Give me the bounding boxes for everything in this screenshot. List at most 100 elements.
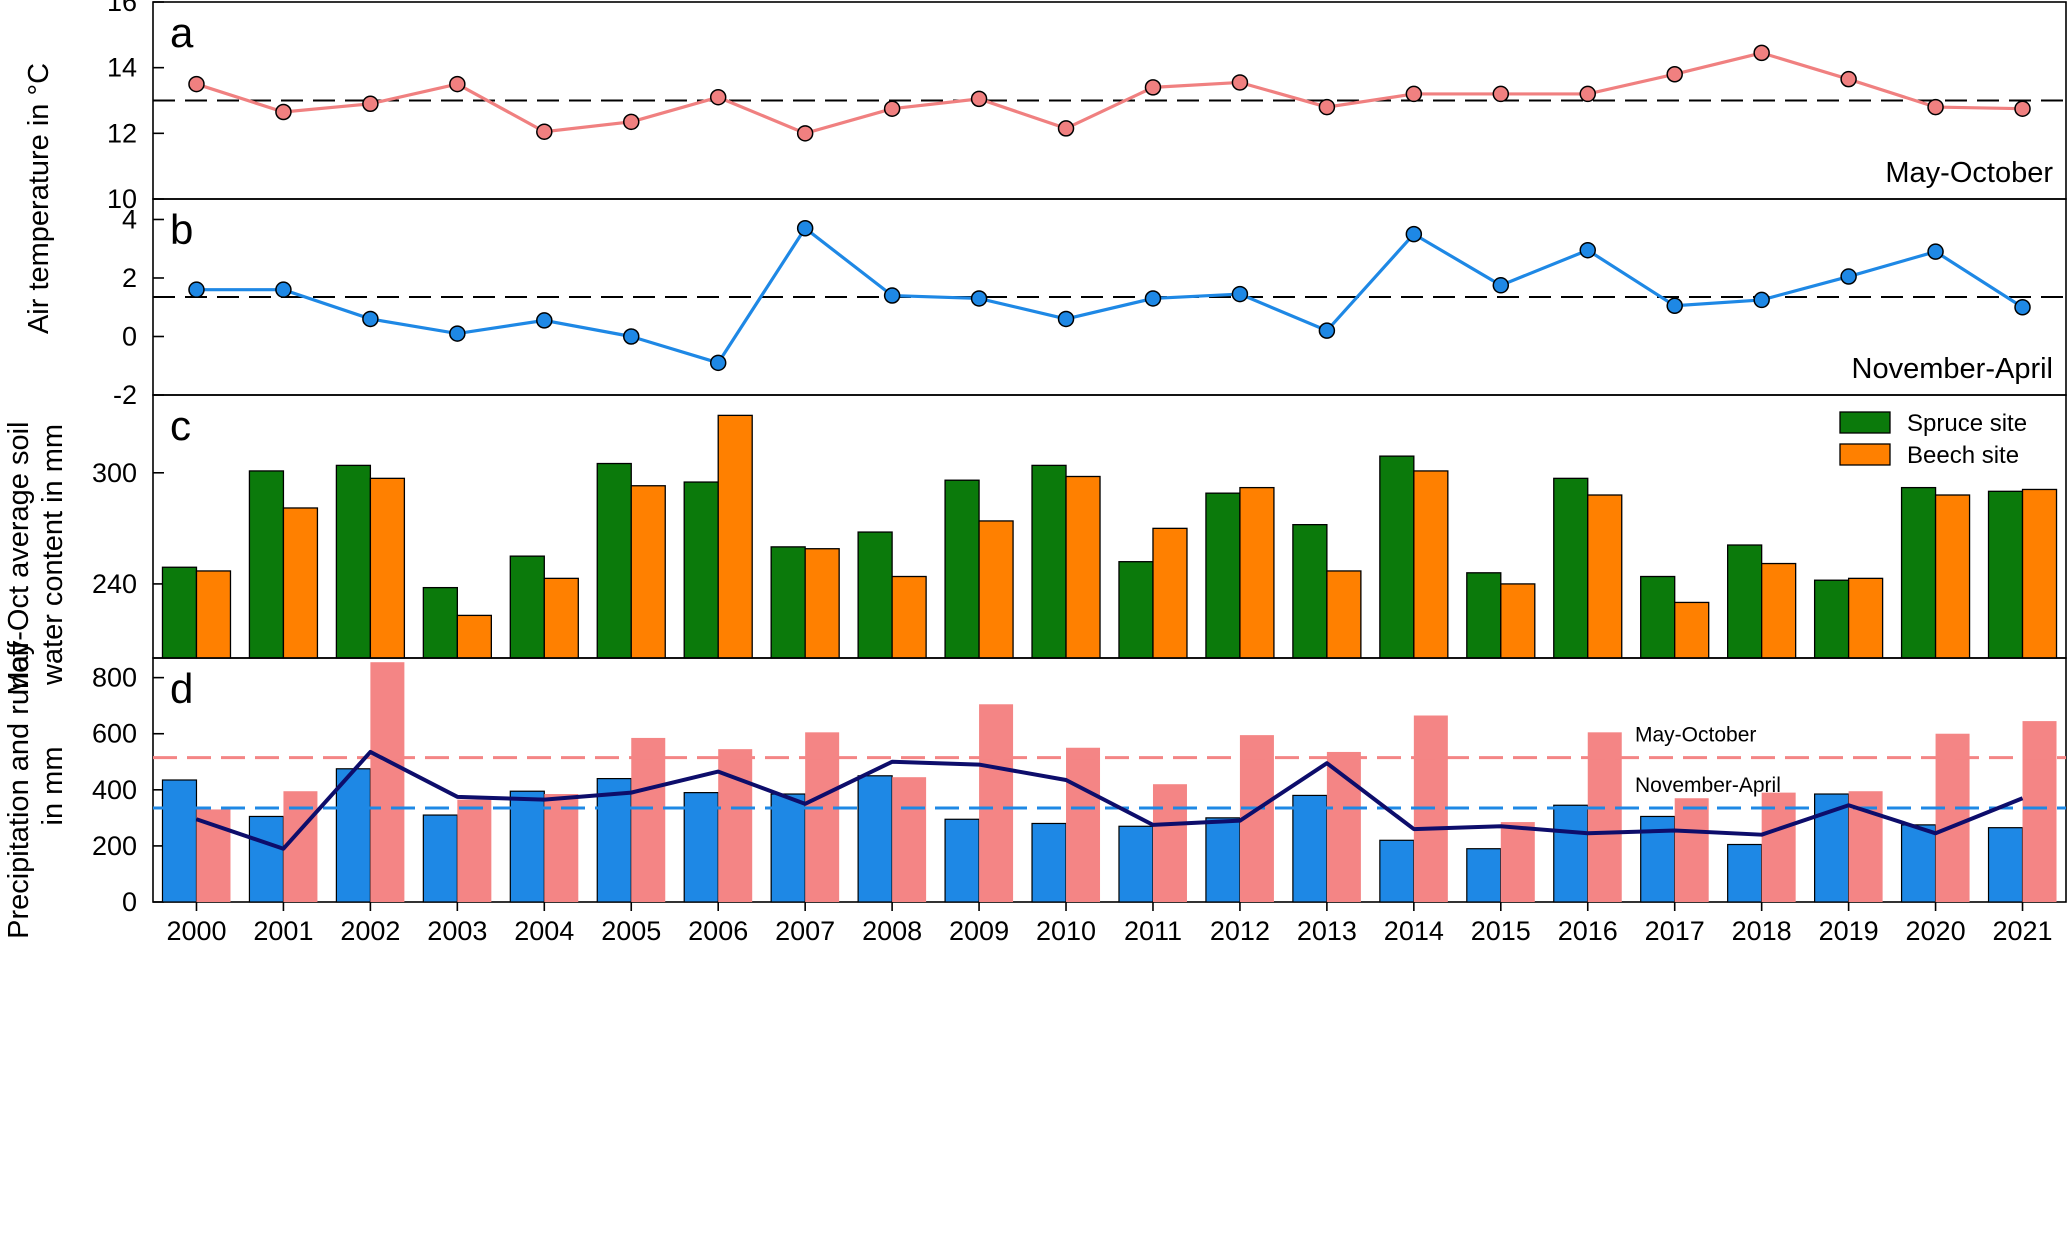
salmon-bar — [2022, 721, 2057, 902]
blue-bar — [770, 793, 806, 903]
y-tick-label: 2 — [122, 263, 137, 293]
x-tick-label: 2006 — [688, 916, 748, 946]
beech-bar — [717, 414, 753, 659]
temperature-point — [709, 88, 727, 106]
spruce-bar — [1640, 575, 1676, 659]
temperature-point — [623, 328, 640, 345]
beech-bar — [1500, 583, 1536, 659]
legend-label: Beech site — [1907, 442, 2019, 469]
temperature-series-line — [196, 225, 2024, 365]
blue-bar — [422, 814, 458, 903]
x-tick-label: 2020 — [1906, 916, 1966, 946]
season-label: May-October — [1885, 157, 2053, 189]
beech-bar — [369, 477, 406, 659]
x-tick-label: 2014 — [1384, 916, 1444, 946]
x-tick-label: 2011 — [1124, 916, 1182, 946]
season-label: November-April — [1852, 353, 2053, 385]
beech-bar — [1934, 494, 1971, 659]
y-tick-label: -2 — [113, 380, 137, 410]
blue-bar — [1205, 817, 1241, 903]
beech-bar — [891, 575, 927, 659]
panel-b-winter-temperature: -2 0 2 4 b November-April — [113, 198, 2067, 410]
temperature-point — [536, 312, 553, 329]
blue-bar — [335, 768, 371, 903]
x-axis-years: 2000 2001 2002 2003 2004 2005 2006 2007 2008 2009… — [166, 902, 2053, 946]
blue-bar — [1987, 827, 2024, 903]
legend-label: Spruce site — [1907, 410, 2027, 437]
blue-bar — [1292, 794, 1328, 903]
temperature-point — [1318, 98, 1336, 116]
y-axis-title-precipitation: Precipitation and runoff in mm — [3, 633, 69, 939]
beech-bar — [282, 507, 319, 659]
beech-bar — [2021, 488, 2058, 659]
panel-c-soil-water: 240 300 c Spruce site Beech site — [92, 394, 2067, 659]
temperature-point — [1492, 277, 1510, 294]
x-tick-label: 2021 — [1992, 916, 2052, 946]
spruce-bar — [1466, 572, 1502, 659]
panel-letter: a — [170, 9, 194, 56]
blue-bar — [161, 779, 198, 903]
temperature-point — [1144, 290, 1162, 307]
x-tick-label: 2000 — [166, 916, 226, 946]
y-tick-label: 14 — [107, 53, 137, 83]
temperature-point — [362, 95, 379, 113]
y-tick-label: 200 — [92, 831, 137, 861]
blue-bar — [1900, 824, 1937, 903]
blue-bar — [857, 775, 893, 903]
y-tick-label: 10 — [107, 184, 137, 214]
x-tick-label: 2013 — [1297, 916, 1357, 946]
spruce-bar — [1900, 486, 1937, 659]
salmon-bar — [1500, 822, 1535, 902]
panel-letter: c — [170, 402, 191, 449]
beech-bar — [1152, 527, 1188, 659]
temperature-series-line — [195, 51, 2023, 136]
spruce-bar — [596, 462, 632, 659]
temperature-point — [536, 123, 553, 140]
y-axis-title-precipitation-line1: Precipitation and runoff — [3, 640, 35, 939]
temperature-point — [796, 220, 814, 237]
salmon-bar — [979, 704, 1014, 902]
runoff-line — [195, 749, 2024, 851]
temperature-point — [275, 281, 292, 298]
x-tick-label: 2001 — [253, 916, 313, 946]
salmon-bar — [457, 799, 492, 902]
spruce-bar — [1292, 523, 1328, 659]
spruce-bar — [1205, 492, 1241, 659]
panel-letter: d — [170, 665, 193, 712]
reference-line-label: May-October — [1635, 724, 1756, 747]
temperature-point — [1405, 225, 1423, 243]
x-tick-label: 2004 — [514, 916, 574, 946]
salmon-bar — [805, 732, 840, 902]
x-tick-label: 2018 — [1732, 916, 1792, 946]
blue-bar — [509, 790, 545, 903]
spruce-bar — [770, 546, 806, 659]
blue-bar — [683, 792, 719, 903]
spruce-bar — [1379, 455, 1415, 659]
temperature-point — [449, 325, 466, 342]
beech-bar — [1761, 562, 1797, 659]
x-tick-label: 2015 — [1471, 916, 1531, 946]
plot-frame — [152, 1, 2067, 200]
beech-bar — [978, 520, 1014, 659]
temperature-point — [1579, 241, 1596, 259]
x-tick-label: 2016 — [1558, 916, 1618, 946]
spruce-bar — [1031, 464, 1067, 659]
x-tick-label: 2002 — [340, 916, 400, 946]
x-tick-label: 2012 — [1210, 916, 1270, 946]
temperature-point — [623, 113, 640, 131]
y-axis-title-air-temperature: Air temperature in °C — [23, 63, 55, 334]
y-tick-label: 0 — [122, 887, 137, 917]
blue-bar — [1727, 843, 1763, 903]
temperature-point — [1405, 85, 1423, 103]
temperature-point — [275, 103, 292, 121]
beech-bar — [1587, 494, 1623, 659]
legend-swatch — [1839, 443, 1891, 466]
spruce-bar — [857, 531, 893, 659]
panel-a-summer-temperature: 10 12 14 16 a May-October — [107, 0, 2067, 214]
x-tick-label: 2019 — [1819, 916, 1879, 946]
y-axis-title-soil-water: May-Oct average soil water content in mm — [3, 413, 69, 695]
temperature-point — [1666, 65, 1683, 83]
temperature-point — [1840, 70, 1857, 88]
salmon-bar — [1674, 798, 1709, 902]
y-axis-title-soil-water-line1: May-Oct average soil — [3, 422, 35, 696]
